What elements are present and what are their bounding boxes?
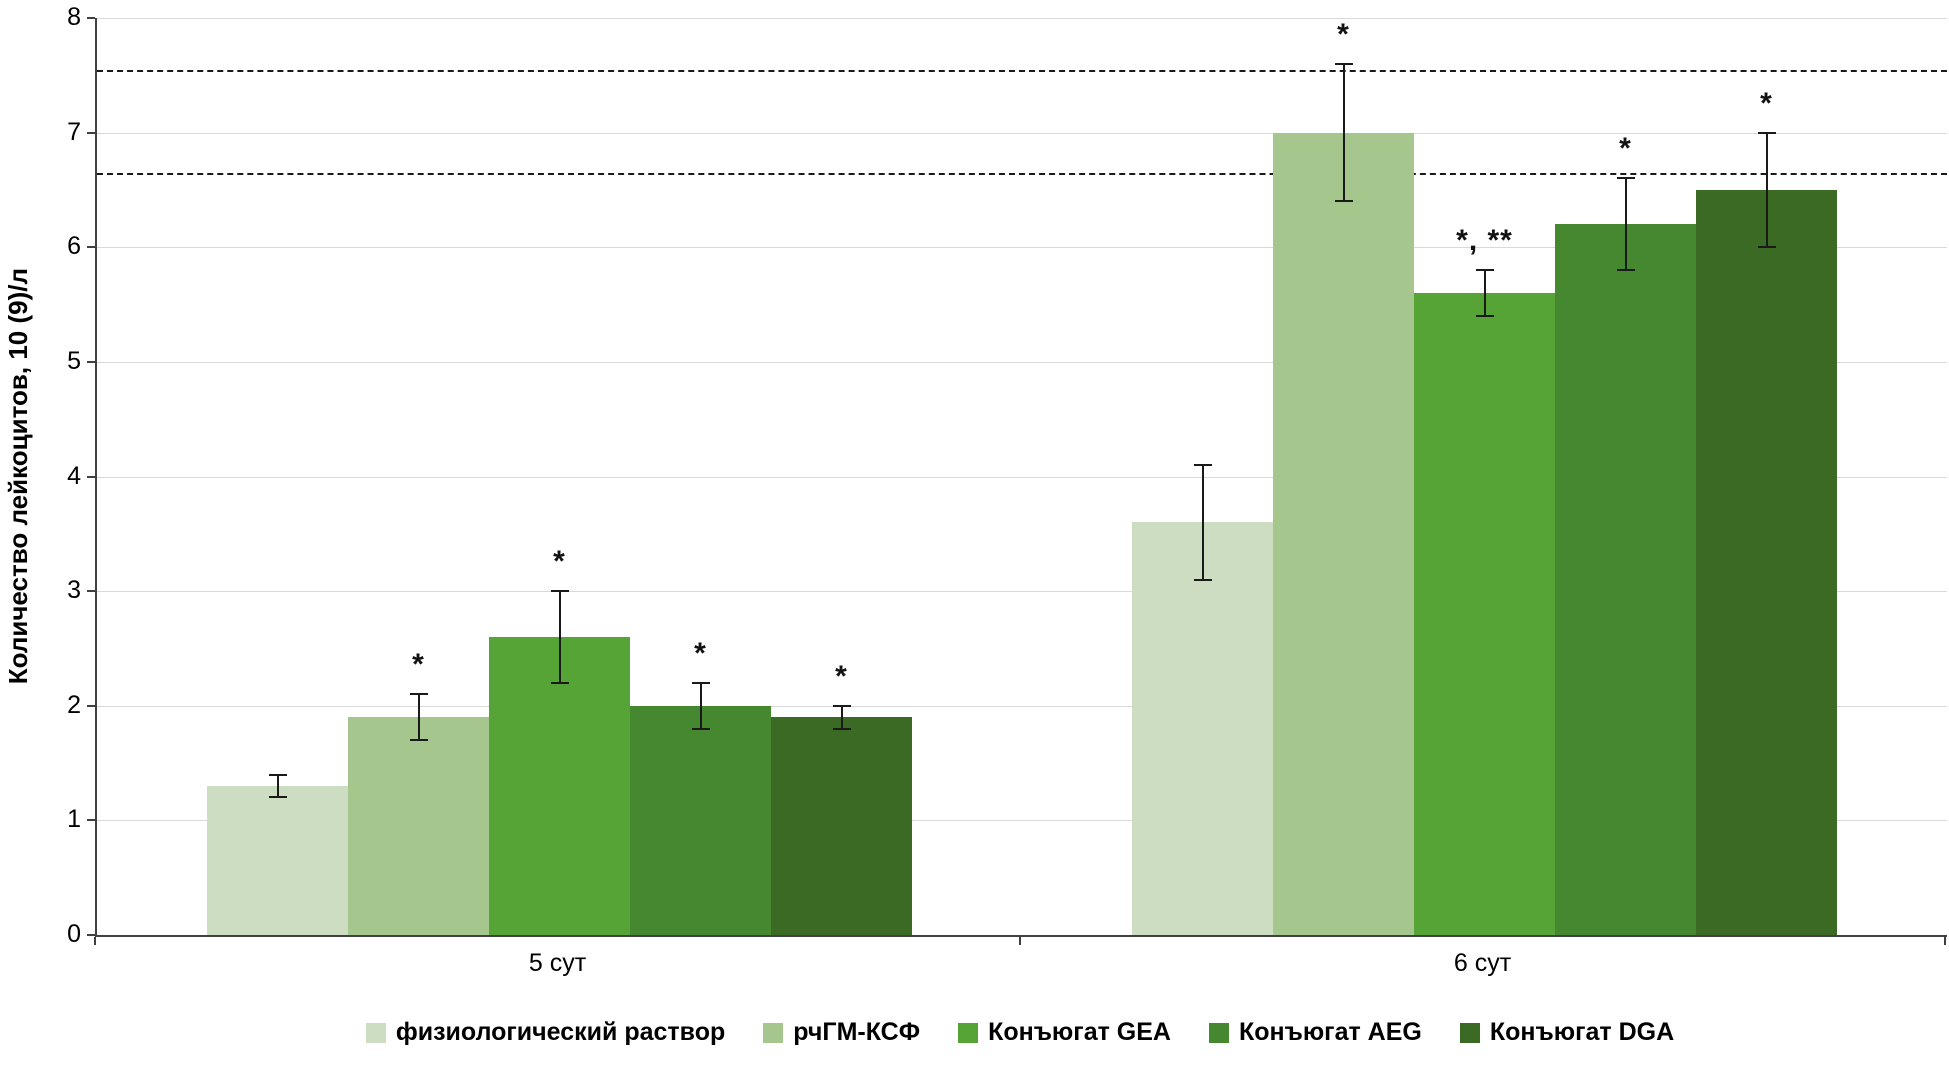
y-tick-mark: [87, 934, 95, 936]
y-tick-label: 8: [67, 3, 81, 31]
error-bar: [1765, 132, 1768, 248]
x-tick-mark: [1944, 937, 1946, 945]
y-tick-mark: [87, 819, 95, 822]
legend-item: рчГМ-КСФ: [763, 1018, 920, 1047]
y-tick-label: 4: [67, 461, 81, 490]
legend-item: Конъюгат DGA: [1459, 1018, 1675, 1047]
gridline: [97, 820, 1947, 822]
x-category-label: 5 сут: [528, 949, 587, 977]
bar: [1414, 293, 1555, 935]
error-bar-cap: [1475, 269, 1494, 272]
significance-annotation: *: [1619, 132, 1632, 166]
y-tick-label: 7: [67, 117, 81, 146]
error-bar-cap: [1616, 269, 1635, 272]
legend-swatch: [958, 1022, 979, 1043]
y-tick-mark: [87, 360, 95, 363]
y-tick-mark: [87, 246, 95, 249]
gridline: [97, 476, 1947, 478]
error-bar: [1624, 178, 1627, 271]
error-bar: [276, 774, 279, 798]
bar: [1132, 522, 1273, 935]
error-bar-cap: [1193, 464, 1212, 467]
y-tick-mark: [87, 704, 95, 707]
error-bar-cap: [1475, 315, 1494, 318]
error-bar: [1201, 465, 1204, 580]
reference-line: [97, 172, 1947, 175]
gridline: [97, 247, 1947, 249]
y-tick-label: 6: [67, 232, 81, 261]
significance-annotation: *: [835, 659, 848, 693]
y-tick-label: 5: [67, 346, 81, 375]
y-tick-mark: [87, 475, 95, 478]
error-bar-cap: [268, 796, 287, 799]
legend-label: Конъюгат DGA: [1489, 1018, 1675, 1046]
significance-annotation: *: [1760, 86, 1773, 120]
error-bar-cap: [409, 739, 428, 742]
error-bar-cap: [691, 681, 710, 684]
legend-item: Конъюгат GEA: [958, 1018, 1171, 1047]
error-bar: [417, 694, 420, 741]
bar: [207, 786, 348, 935]
bar: [771, 717, 912, 935]
bar: [1696, 189, 1837, 935]
bar: [348, 717, 489, 935]
legend-item: физиологический раствор: [365, 1018, 726, 1047]
error-bar-cap: [1616, 177, 1635, 180]
error-bar: [840, 705, 843, 729]
legend: физиологический раствор рчГМ-КСФ Конъюгат …: [95, 1018, 1945, 1047]
error-bar-cap: [691, 727, 710, 730]
y-tick-mark: [87, 590, 95, 593]
reference-line: [97, 69, 1947, 72]
x-tick-mark: [1019, 937, 1021, 945]
error-bar-cap: [1334, 62, 1353, 65]
significance-annotation: *: [1337, 17, 1350, 51]
error-bar-cap: [832, 704, 851, 707]
legend-label: физиологический раствор: [395, 1018, 726, 1046]
error-bar-cap: [832, 727, 851, 730]
legend-label: Конъюгат AEG: [1238, 1018, 1422, 1046]
bar: [1555, 224, 1696, 935]
error-bar-cap: [1757, 131, 1776, 134]
y-tick-label: 1: [67, 805, 81, 834]
gridline: [97, 705, 1947, 707]
y-tick-label: 0: [67, 920, 81, 948]
significance-annotation: *: [412, 648, 425, 682]
gridline: [97, 591, 1947, 593]
error-bar-cap: [1757, 246, 1776, 249]
bar: [489, 636, 630, 935]
plot-area: * * * * * *, ** * *: [95, 18, 1947, 937]
legend-swatch: [763, 1022, 784, 1043]
legend-label: Конъюгат GEA: [988, 1018, 1171, 1046]
legend-swatch: [365, 1022, 386, 1043]
error-bar: [1483, 270, 1486, 317]
legend-item: Конъюгат AEG: [1208, 1018, 1422, 1047]
x-category-label: 6 сут: [1453, 949, 1512, 977]
error-bar-cap: [268, 773, 287, 776]
error-bar-cap: [550, 590, 569, 593]
legend-label: рчГМ-КСФ: [793, 1018, 921, 1046]
significance-annotation: *: [694, 636, 707, 670]
error-bar-cap: [1334, 200, 1353, 203]
error-bar: [558, 591, 561, 683]
bar: [630, 705, 771, 935]
error-bar-cap: [409, 693, 428, 696]
gridline: [97, 361, 1947, 363]
bar: [1273, 132, 1414, 935]
gridline: [97, 18, 1947, 19]
y-tick-label: 2: [67, 690, 81, 719]
error-bar: [1342, 63, 1345, 202]
significance-annotation: *: [553, 545, 566, 579]
gridline: [97, 132, 1947, 134]
x-tick-mark: [94, 937, 96, 945]
significance-annotation: *, **: [1456, 224, 1513, 258]
y-tick-mark: [87, 17, 95, 19]
legend-swatch: [1459, 1022, 1480, 1043]
y-tick-label: 3: [67, 576, 81, 605]
legend-swatch: [1208, 1022, 1229, 1043]
y-tick-mark: [87, 131, 95, 134]
error-bar: [699, 682, 702, 729]
error-bar-cap: [550, 681, 569, 684]
error-bar-cap: [1193, 578, 1212, 581]
